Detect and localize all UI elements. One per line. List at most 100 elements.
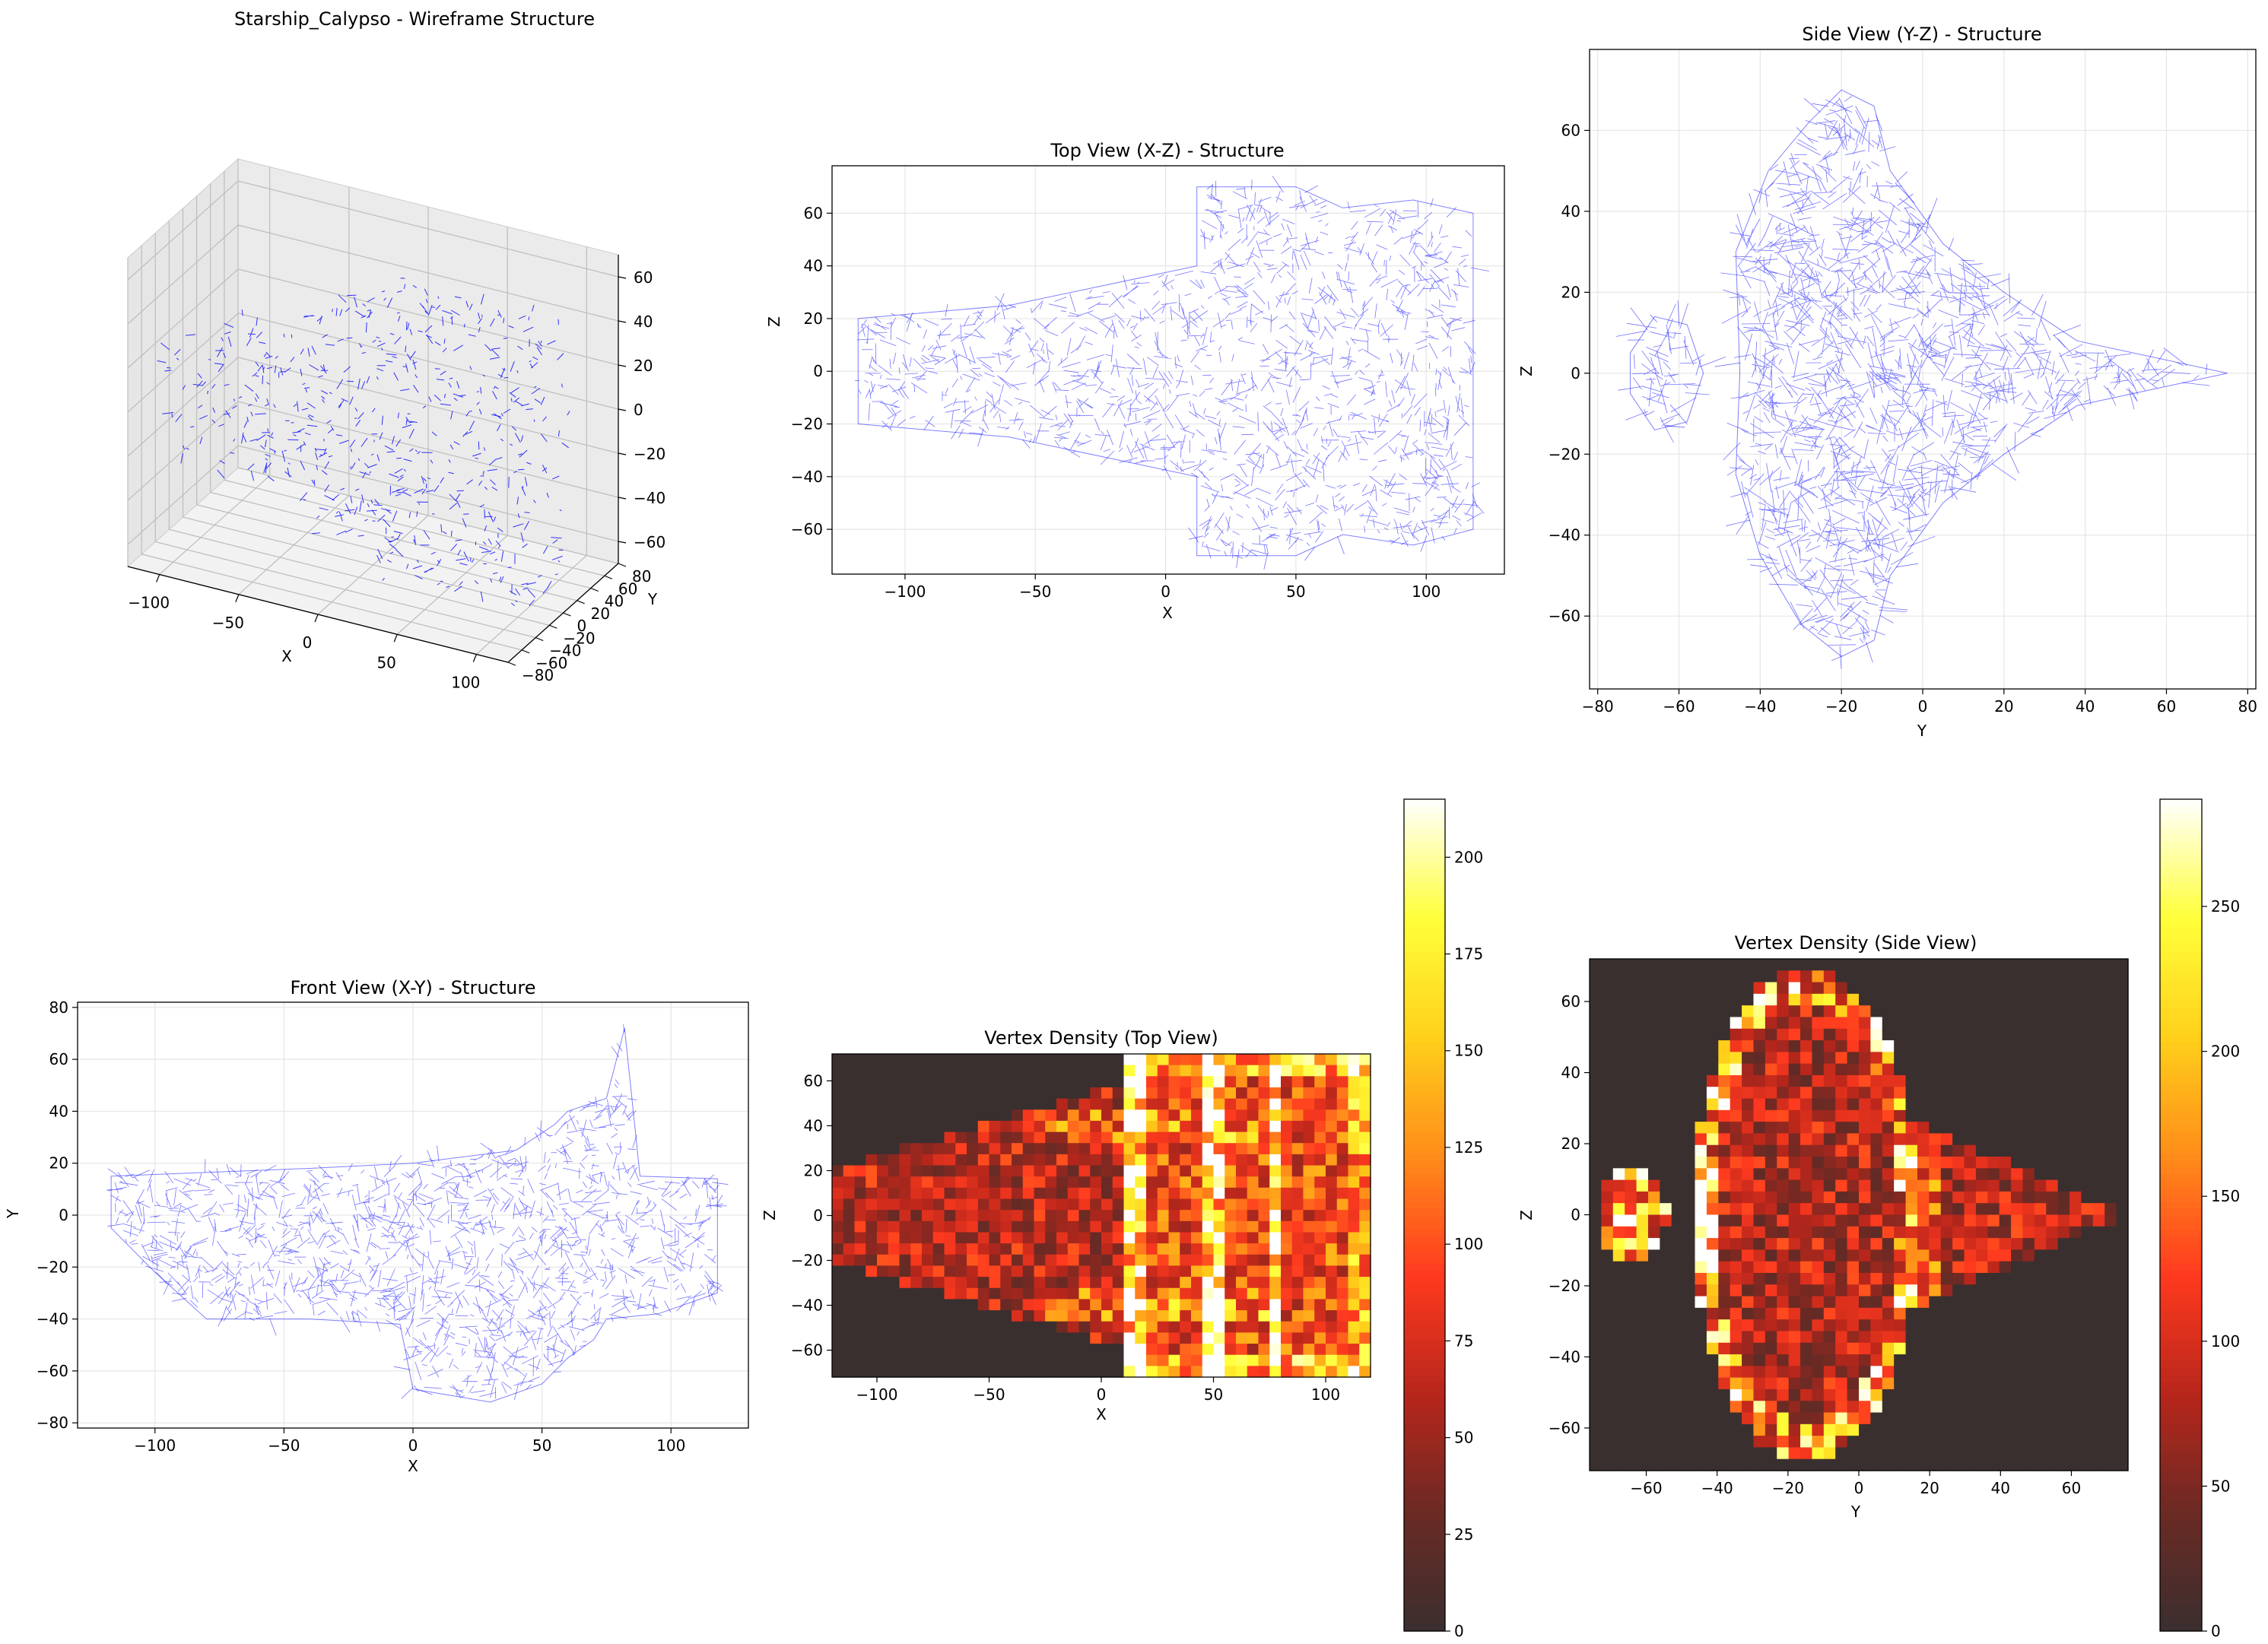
heatmap-cell (1952, 1331, 1965, 1344)
heatmap-cell (1601, 1307, 1614, 1320)
heatmap-cell (1706, 1179, 1719, 1192)
heatmap-cell (1800, 1401, 1813, 1414)
heatmap-cell (2034, 1098, 2047, 1111)
colorbar-swatch (2160, 931, 2202, 938)
heatmap-cell (1625, 1377, 1637, 1390)
heatmap-cell (1625, 1179, 1637, 1192)
heatmap-cell (2081, 1307, 2094, 1320)
heatmap-cell (1882, 1040, 1895, 1052)
heatmap-cell (2069, 1017, 2082, 1030)
heatmap-cell (1314, 1131, 1326, 1144)
heatmap-cell (1168, 1143, 1180, 1155)
heatmap-cell (1660, 1447, 1672, 1460)
heatmap-cell (922, 1287, 934, 1300)
heatmap-cell (1660, 1109, 1672, 1122)
colorbar-swatch (2160, 1042, 2202, 1049)
heatmap-cell (1056, 1354, 1069, 1366)
heatmap-cell (1929, 1458, 1942, 1471)
heatmap-cell (1788, 982, 1801, 995)
heatmap-cell (977, 1243, 990, 1255)
heatmap-cell (1348, 1243, 1360, 1255)
heatmap-cell (1647, 1436, 1660, 1449)
heatmap-cell (1706, 1342, 1719, 1355)
heatmap-cell (977, 1198, 990, 1211)
colorbar-swatch (2160, 1325, 2202, 1334)
heatmap-cell (1123, 1321, 1136, 1333)
heatmap-cell (2092, 1307, 2105, 1320)
heatmap-cell (1625, 1109, 1637, 1122)
heatmap-cell (877, 1176, 889, 1189)
heatmap-cell (899, 1287, 911, 1300)
heatmap-cell (2011, 970, 2024, 983)
heatmap-cell (1202, 1332, 1215, 1344)
heatmap-cell (1101, 1232, 1113, 1244)
heatmap-cell (1671, 1040, 1684, 1052)
heatmap-cell (1146, 1198, 1158, 1211)
heatmap-cell (2069, 1214, 2082, 1227)
heatmap-cell (1671, 1017, 1684, 1030)
heatmap-cell (1894, 1133, 1907, 1146)
heatmap-cell (1590, 1366, 1602, 1379)
x-tick-label: 40 (1991, 1479, 2010, 1497)
heatmap-cell (1000, 1143, 1012, 1155)
density-top-xlabel: X (1096, 1405, 1107, 1423)
colorbar-swatch (1404, 986, 1445, 994)
heatmap-cell (1975, 1389, 1988, 1401)
heatmap-cell (2116, 1063, 2129, 1076)
heatmap-cell (1636, 1436, 1649, 1449)
heatmap-cell (922, 1154, 934, 1166)
heatmap-cell (1975, 1226, 1988, 1239)
heatmap-cell (1090, 1299, 1102, 1311)
heatmap-cell (1612, 1179, 1625, 1192)
heatmap-cell (1202, 1254, 1215, 1267)
heatmap-cell (910, 1154, 923, 1166)
heatmap-cell (1303, 1087, 1315, 1100)
heatmap-cell (1800, 1226, 1813, 1239)
heatmap-cell (1800, 1052, 1813, 1065)
heatmap-cell (1859, 1109, 1871, 1122)
heatmap-cell (2092, 993, 2105, 1006)
colorbar-swatch (2160, 1014, 2202, 1022)
heatmap-cell (1964, 1168, 1977, 1181)
grid-3d (127, 357, 239, 457)
heatmap-cell (922, 1131, 934, 1144)
heatmap-cell (989, 1198, 1001, 1211)
heatmap-cell (1236, 1154, 1248, 1166)
heatmap-cell (1753, 1342, 1766, 1355)
heatmap-cell (1647, 1389, 1660, 1401)
heatmap-cell (832, 1287, 844, 1300)
heatmap-cell (1975, 1284, 1988, 1297)
heatmap-cell (1952, 1040, 1965, 1052)
heatmap-cell (1718, 1005, 1731, 1018)
x-tick-label: −100 (134, 1436, 176, 1455)
heatmap-cell (1894, 970, 1907, 983)
heatmap-cell (1905, 1191, 1918, 1204)
heatmap-cell (1157, 1131, 1170, 1144)
heatmap-cell (1660, 1179, 1672, 1192)
heatmap-cell (1823, 1074, 1836, 1087)
heatmap-cell (2057, 1028, 2070, 1041)
heatmap-cell (1987, 1063, 2000, 1076)
heatmap-cell (2116, 1005, 2129, 1018)
heatmap-cell (1999, 1423, 2012, 1436)
x-tick-label: 40 (2076, 697, 2095, 716)
heatmap-cell (2116, 1040, 2129, 1052)
heatmap-cell (2022, 1366, 2035, 1379)
y-tick-label: −60 (791, 520, 823, 538)
heatmap-cell (1812, 1377, 1825, 1390)
heatmap-cell (1964, 1401, 1977, 1414)
x-tick-label: 60 (2157, 697, 2176, 716)
heatmap-cell (989, 1165, 1001, 1177)
heatmap-cell (1090, 1087, 1102, 1100)
heatmap-cell (1590, 1017, 1602, 1030)
heatmap-cell (1742, 959, 1755, 971)
heatmap-cell (1590, 1423, 1602, 1436)
heatmap-cell (967, 1143, 979, 1155)
heatmap-cell (932, 1109, 945, 1122)
heatmap-cell (1636, 1366, 1649, 1379)
heatmap-cell (2116, 1157, 2129, 1169)
heatmap-cell (888, 1076, 901, 1088)
heatmap-cell (1671, 1412, 1684, 1425)
heatmap-cell (1135, 1254, 1147, 1267)
colorbar-swatch (1404, 1180, 1445, 1189)
